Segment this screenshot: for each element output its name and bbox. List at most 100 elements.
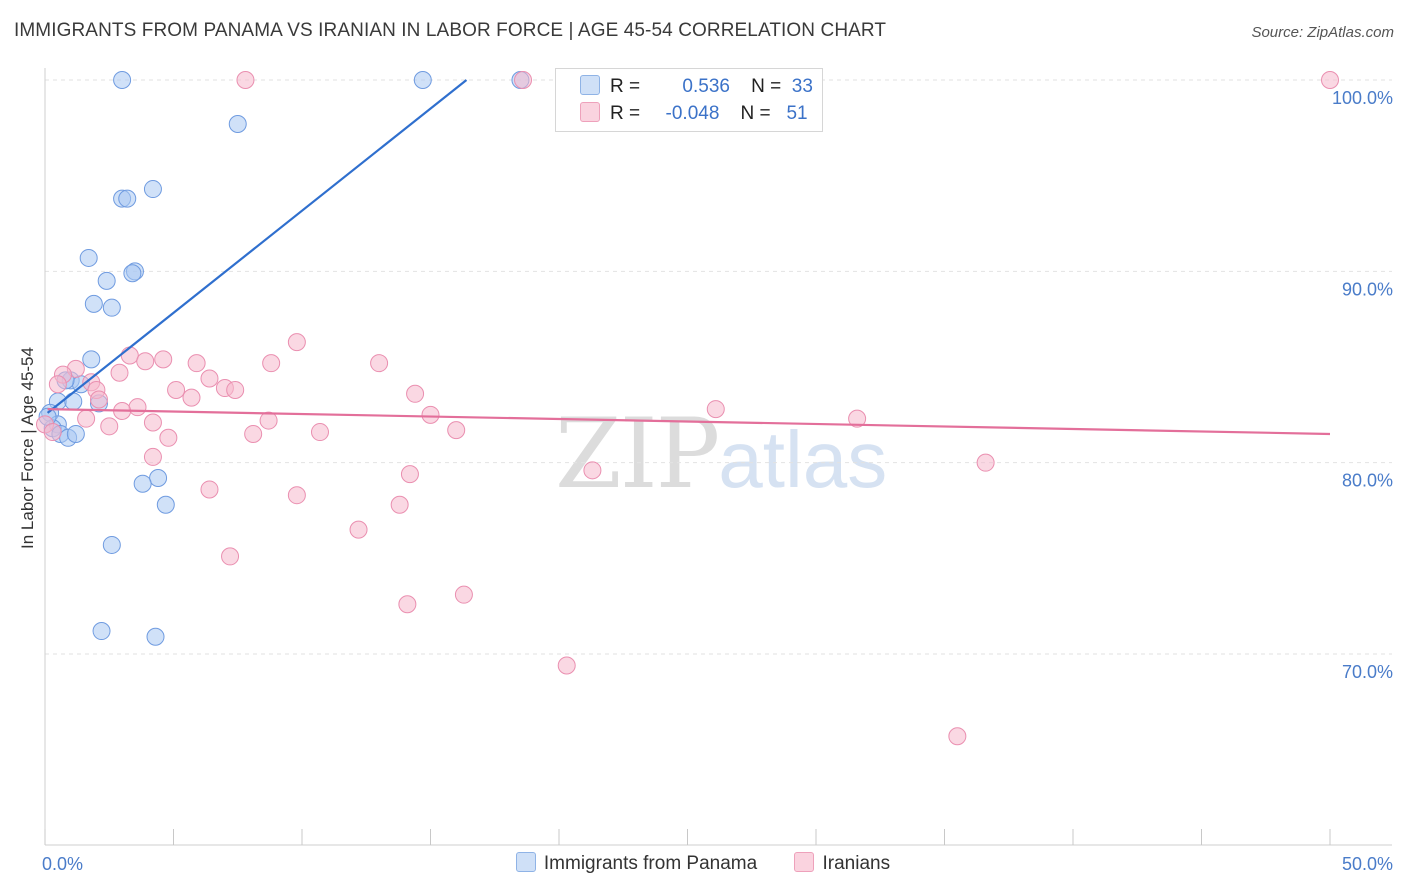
point-iranians: [43, 423, 62, 442]
point-iranians: [154, 350, 173, 369]
point-iranians: [244, 424, 263, 443]
point-panama: [123, 264, 142, 283]
legend-label-panama: Immigrants from Panama: [543, 853, 758, 874]
point-iranians: [848, 409, 867, 428]
point-panama: [84, 294, 103, 313]
axes: [44, 68, 1392, 846]
point-iranians: [454, 585, 473, 604]
legend-row-panama: R = 0.536 N = 33: [580, 75, 813, 101]
y-tick-label: 70.0%: [1342, 662, 1393, 682]
point-panama: [156, 495, 175, 514]
legend-row-iranians: R = -0.048 N = 51: [580, 102, 808, 128]
point-iranians: [514, 71, 533, 89]
legend-n-label: N =: [740, 103, 771, 124]
legend-item-panama[interactable]: Immigrants from Panama: [515, 852, 758, 875]
point-iranians: [262, 354, 281, 373]
series-legend: Immigrants from Panama Iranians: [0, 852, 1406, 875]
legend-swatch-iranians: [580, 102, 600, 122]
trend-lines: [46, 79, 1331, 436]
point-panama: [97, 271, 116, 290]
point-panama: [102, 535, 121, 554]
x-tick-label: 50.0%: [1342, 854, 1393, 874]
point-iranians: [48, 375, 67, 394]
trend-line-panama: [46, 79, 468, 414]
legend-r-value-iranians: -0.048: [665, 103, 720, 124]
tick-labels: 70.0% 80.0% 90.0% 100.0% 0.0% 50.0%: [42, 88, 1393, 874]
x-tick-label: 0.0%: [42, 854, 83, 874]
point-iranians: [200, 480, 219, 499]
legend-swatch-iranians: [794, 852, 815, 872]
point-iranians: [421, 405, 440, 424]
point-iranians: [398, 595, 417, 614]
trend-line-iranians: [47, 407, 1331, 436]
y-tick-label: 80.0%: [1342, 471, 1393, 491]
point-iranians: [400, 465, 419, 484]
legend-swatch-panama: [580, 75, 600, 95]
point-panama: [228, 115, 247, 134]
y-tick-label: 100.0%: [1332, 88, 1393, 108]
point-iranians: [349, 520, 368, 539]
point-panama: [143, 180, 162, 199]
point-iranians: [1321, 71, 1339, 89]
point-iranians: [370, 354, 389, 373]
point-iranians: [182, 388, 201, 407]
point-panama: [92, 622, 111, 641]
legend-n-value-iranians: 51: [786, 103, 808, 124]
point-iranians: [110, 363, 129, 382]
point-iranians: [976, 453, 995, 472]
legend-r-label: R =: [610, 76, 641, 97]
source-label: Source: ZipAtlas.com: [1251, 24, 1394, 41]
point-iranians: [406, 384, 425, 403]
point-iranians: [390, 495, 409, 514]
point-iranians: [221, 547, 240, 566]
point-panama: [118, 189, 137, 208]
correlation-legend: R = 0.536 N = 33 R = -0.048 N = 51: [555, 68, 823, 132]
legend-n-value-panama: 33: [791, 76, 813, 97]
y-tick-label: 90.0%: [1342, 279, 1393, 299]
data-points: [36, 71, 1339, 746]
point-iranians: [583, 461, 602, 480]
point-iranians: [200, 369, 219, 388]
legend-item-iranians[interactable]: Iranians: [794, 852, 890, 875]
point-iranians: [287, 486, 306, 505]
point-iranians: [89, 390, 108, 409]
y-axis-label-wrap: In Labor Force | Age 45-54: [16, 320, 40, 580]
point-panama: [82, 350, 101, 369]
point-iranians: [143, 447, 162, 466]
point-iranians: [557, 656, 576, 675]
point-panama: [102, 298, 121, 317]
point-iranians: [159, 428, 178, 447]
legend-r-label: R =: [610, 103, 641, 124]
watermark-atlas: atlas: [718, 415, 888, 504]
point-iranians: [310, 423, 329, 442]
point-iranians: [143, 413, 162, 432]
point-iranians: [187, 354, 206, 373]
watermark-zip: ZIP: [555, 398, 720, 510]
point-iranians: [128, 398, 147, 417]
point-panama: [66, 424, 85, 443]
point-iranians: [136, 352, 155, 371]
point-panama: [64, 392, 83, 411]
point-iranians: [226, 380, 245, 399]
point-iranians: [948, 727, 967, 746]
point-panama: [79, 248, 98, 267]
point-iranians: [447, 421, 466, 440]
point-panama: [149, 468, 168, 487]
gridlines: [45, 79, 1392, 655]
watermark: ZIPatlas: [555, 398, 887, 510]
point-iranians: [236, 71, 255, 89]
point-panama: [133, 474, 152, 493]
point-panama: [146, 627, 165, 646]
point-iranians: [706, 400, 725, 419]
legend-swatch-panama: [515, 852, 536, 872]
point-panama: [113, 71, 132, 89]
point-iranians: [259, 411, 278, 430]
point-iranians: [77, 409, 96, 428]
legend-r-value-panama: 0.536: [682, 76, 730, 97]
point-iranians: [287, 333, 306, 352]
point-panama: [413, 71, 432, 89]
point-iranians: [100, 417, 119, 436]
legend-label-iranians: Iranians: [822, 853, 891, 874]
legend-n-label: N =: [751, 76, 782, 97]
